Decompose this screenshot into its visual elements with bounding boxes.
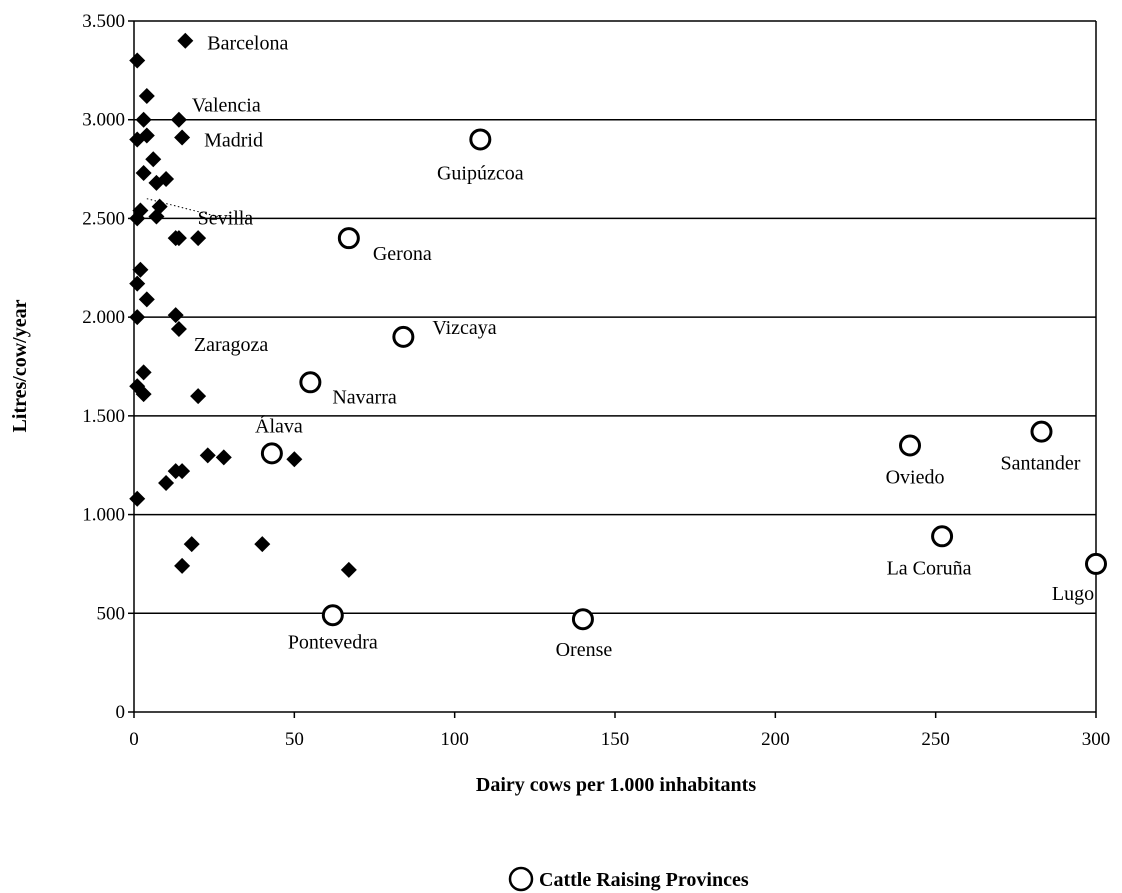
y-tick-label: 3.000 — [82, 110, 125, 131]
point-label: Lugo — [1052, 583, 1094, 605]
axes — [133, 21, 1097, 713]
y-tick-label: 1.000 — [82, 505, 125, 526]
diamond-point — [340, 561, 357, 578]
legend-circle-marker — [508, 866, 534, 892]
diamond-point — [170, 230, 187, 247]
diamond-point — [170, 320, 187, 337]
y-tick-label: 2.000 — [82, 307, 125, 328]
x-axis-ticks: 0 50 100 150 200 250 300 — [129, 712, 1110, 750]
point-label: Orense — [556, 639, 613, 661]
point-label: Álava — [255, 414, 303, 437]
diamond-point — [183, 536, 200, 553]
point-label: Oviedo — [886, 466, 945, 488]
point-label: Pontevedra — [288, 631, 378, 653]
circle-point — [299, 371, 322, 394]
diamond-point — [190, 388, 207, 405]
diamond-point — [174, 129, 191, 146]
diamond-point — [190, 230, 207, 247]
x-axis-title: Dairy cows per 1.000 inhabitants — [476, 774, 756, 796]
y-tick-label: 2.500 — [82, 208, 125, 229]
diamond-point — [167, 307, 184, 324]
point-label: Gerona — [373, 243, 432, 265]
circle-point — [571, 608, 594, 631]
circle-point — [1030, 420, 1053, 443]
diamond-point — [132, 261, 149, 278]
diamond-point — [174, 463, 191, 480]
circle-point — [1085, 552, 1107, 575]
point-label: Santander — [1000, 453, 1080, 475]
diamond-point — [135, 386, 152, 403]
legend-label: Cattle Raising Provinces — [539, 869, 749, 891]
diamond-point — [135, 165, 152, 182]
y-tick-label: 3.500 — [82, 11, 125, 32]
data-points — [129, 32, 1107, 631]
y-tick-label: 1.500 — [82, 406, 125, 427]
point-label: Navarra — [332, 386, 397, 408]
diamond-point — [170, 111, 187, 128]
diamond-point — [177, 32, 194, 49]
diamond-point — [129, 309, 146, 326]
legend: Cattle Raising Provinces — [508, 866, 749, 892]
diamond-point — [145, 151, 162, 168]
x-tick-label: 150 — [601, 729, 630, 750]
x-tick-label: 250 — [921, 729, 950, 750]
diamond-point — [199, 447, 216, 464]
circle-point — [931, 525, 954, 548]
point-label: La Coruña — [887, 557, 972, 579]
point-label: Barcelona — [207, 33, 288, 55]
x-tick-label: 0 — [129, 729, 139, 750]
diamond-point — [138, 291, 155, 308]
diamond-point — [215, 449, 232, 466]
diamond-point — [158, 170, 175, 187]
diamond-point — [132, 202, 149, 219]
point-label: Valencia — [192, 95, 261, 117]
point-label: Guipúzcoa — [437, 162, 524, 184]
x-tick-label: 50 — [285, 729, 304, 750]
point-label: Madrid — [204, 129, 263, 151]
point-label: Vizcaya — [432, 317, 496, 339]
diamond-point — [138, 127, 155, 144]
x-tick-label: 300 — [1082, 729, 1111, 750]
diamond-point — [174, 557, 191, 574]
diamond-point — [286, 451, 303, 468]
diamond-point — [254, 536, 271, 553]
circle-point — [469, 128, 492, 151]
circle-point — [337, 227, 360, 250]
y-axis-ticks: 0 500 1.000 1.500 2.000 2.500 3.000 3.500 — [82, 11, 134, 723]
circle-point — [260, 442, 283, 465]
point-labels: Barcelona Valencia Madrid Sevilla Zaragoza Gu… — [192, 33, 1094, 661]
diamond-point — [158, 474, 175, 491]
diamond-point — [135, 364, 152, 381]
circle-point — [392, 325, 415, 348]
diamond-point — [138, 88, 155, 105]
diamond-point — [135, 111, 152, 128]
diamond-point — [148, 208, 165, 225]
point-label: Sevilla — [198, 208, 254, 230]
diamond-point — [129, 275, 146, 292]
y-axis-title: Litres/cow/year — [9, 299, 31, 432]
x-tick-label: 100 — [440, 729, 469, 750]
diamond-point — [129, 490, 146, 507]
point-label: Zaragoza — [194, 334, 269, 356]
y-tick-label: 0 — [116, 702, 126, 723]
x-tick-label: 200 — [761, 729, 790, 750]
y-tick-label: 500 — [97, 603, 126, 624]
circle-point — [321, 604, 344, 627]
diamond-point — [129, 52, 146, 69]
circle-point — [899, 434, 922, 457]
gridlines — [134, 20, 1096, 615]
